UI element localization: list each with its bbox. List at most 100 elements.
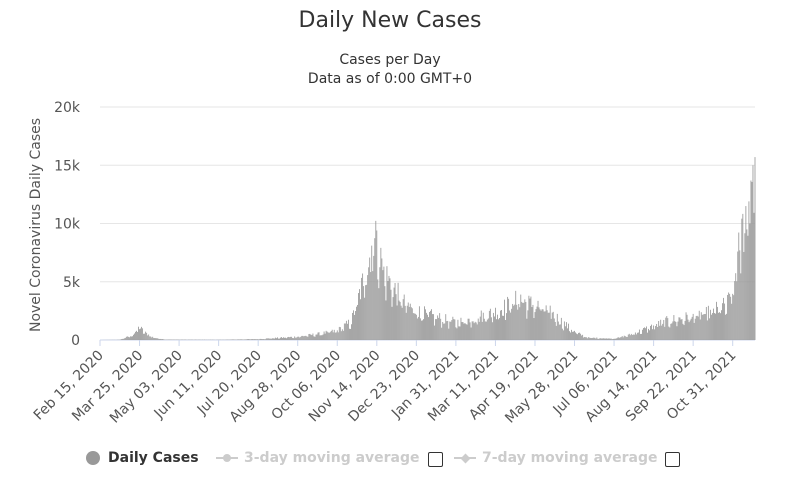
bar[interactable] bbox=[603, 338, 605, 340]
bar[interactable] bbox=[733, 295, 735, 340]
bar[interactable] bbox=[386, 266, 388, 340]
bar[interactable] bbox=[256, 339, 258, 340]
bar[interactable] bbox=[532, 304, 534, 340]
bar[interactable] bbox=[349, 328, 350, 340]
bar[interactable] bbox=[662, 323, 664, 340]
bar[interactable] bbox=[367, 275, 369, 340]
bar[interactable] bbox=[144, 333, 146, 340]
bar[interactable] bbox=[159, 338, 161, 340]
bar[interactable] bbox=[470, 327, 472, 341]
bar[interactable] bbox=[442, 321, 444, 340]
bar[interactable] bbox=[253, 339, 255, 340]
bar[interactable] bbox=[429, 311, 430, 340]
bar[interactable] bbox=[281, 337, 282, 340]
bar[interactable] bbox=[647, 332, 648, 340]
bar[interactable] bbox=[704, 314, 706, 340]
bar[interactable] bbox=[597, 338, 599, 340]
bar[interactable] bbox=[466, 324, 468, 340]
bar[interactable] bbox=[694, 318, 696, 340]
bar[interactable] bbox=[308, 334, 310, 340]
bar[interactable] bbox=[444, 323, 446, 340]
bar[interactable] bbox=[559, 324, 561, 340]
bar[interactable] bbox=[135, 331, 136, 340]
bar[interactable] bbox=[448, 328, 450, 340]
bar[interactable] bbox=[154, 337, 156, 340]
bar[interactable] bbox=[441, 327, 443, 340]
bar[interactable] bbox=[726, 313, 728, 340]
bar[interactable] bbox=[577, 334, 578, 340]
bar[interactable] bbox=[291, 336, 293, 340]
bar[interactable] bbox=[673, 315, 675, 340]
bar[interactable] bbox=[703, 314, 705, 340]
bar[interactable] bbox=[572, 331, 573, 340]
bar[interactable] bbox=[303, 336, 305, 340]
bar[interactable] bbox=[524, 299, 526, 340]
bar[interactable] bbox=[160, 338, 162, 340]
bar[interactable] bbox=[427, 314, 428, 340]
bar[interactable] bbox=[299, 337, 301, 340]
bar[interactable] bbox=[503, 315, 504, 340]
bar[interactable] bbox=[528, 295, 530, 340]
bar[interactable] bbox=[257, 339, 259, 340]
bar[interactable] bbox=[333, 329, 335, 340]
bar[interactable] bbox=[327, 332, 329, 340]
legend-item-3-day-average[interactable]: 3-day moving average bbox=[216, 450, 420, 466]
bar[interactable] bbox=[617, 337, 619, 340]
bar[interactable] bbox=[644, 327, 645, 340]
bar[interactable] bbox=[273, 338, 275, 340]
bar[interactable] bbox=[452, 316, 454, 340]
bar[interactable] bbox=[410, 307, 412, 340]
bar[interactable] bbox=[522, 302, 524, 340]
bar[interactable] bbox=[730, 296, 732, 340]
bar[interactable] bbox=[464, 323, 466, 340]
bar[interactable] bbox=[282, 337, 283, 340]
bar[interactable] bbox=[126, 336, 128, 340]
bar[interactable] bbox=[679, 317, 681, 340]
bar[interactable] bbox=[311, 335, 313, 340]
bar[interactable] bbox=[317, 332, 319, 340]
bar[interactable] bbox=[397, 282, 399, 340]
bar[interactable] bbox=[707, 305, 709, 340]
bar[interactable] bbox=[562, 330, 564, 340]
bar[interactable] bbox=[138, 326, 139, 340]
bar[interactable] bbox=[660, 319, 662, 340]
bar[interactable] bbox=[133, 334, 134, 340]
bar[interactable] bbox=[478, 321, 480, 340]
bar[interactable] bbox=[134, 333, 135, 340]
bar[interactable] bbox=[622, 337, 624, 340]
bar[interactable] bbox=[533, 318, 535, 340]
bar[interactable] bbox=[655, 326, 657, 340]
bar[interactable] bbox=[366, 284, 368, 340]
bar[interactable] bbox=[698, 310, 700, 340]
bar[interactable] bbox=[537, 300, 539, 340]
bar[interactable] bbox=[547, 312, 549, 340]
bar[interactable] bbox=[664, 326, 666, 340]
bar[interactable] bbox=[615, 338, 617, 340]
bar[interactable] bbox=[463, 323, 465, 340]
bar[interactable] bbox=[650, 325, 651, 340]
bar[interactable] bbox=[658, 321, 660, 340]
bar[interactable] bbox=[459, 326, 461, 340]
bar[interactable] bbox=[411, 308, 413, 340]
bar[interactable] bbox=[438, 317, 440, 340]
bar[interactable] bbox=[666, 316, 668, 340]
bar[interactable] bbox=[477, 318, 479, 340]
bar[interactable] bbox=[657, 327, 659, 340]
7-day-average-checkbox[interactable] bbox=[665, 452, 680, 467]
bar[interactable] bbox=[145, 331, 147, 340]
bar[interactable] bbox=[749, 223, 751, 340]
bar[interactable] bbox=[375, 220, 377, 340]
bar[interactable] bbox=[602, 338, 604, 340]
bar[interactable] bbox=[575, 332, 576, 340]
bar[interactable] bbox=[519, 307, 521, 340]
bar[interactable] bbox=[637, 332, 639, 340]
bar[interactable] bbox=[745, 206, 747, 340]
bar[interactable] bbox=[407, 302, 409, 340]
bar[interactable] bbox=[302, 335, 304, 340]
bar[interactable] bbox=[380, 247, 382, 340]
bar[interactable] bbox=[254, 339, 256, 340]
bar[interactable] bbox=[527, 310, 529, 340]
bar[interactable] bbox=[331, 329, 333, 340]
bar[interactable] bbox=[433, 314, 435, 340]
bar[interactable] bbox=[744, 233, 746, 340]
